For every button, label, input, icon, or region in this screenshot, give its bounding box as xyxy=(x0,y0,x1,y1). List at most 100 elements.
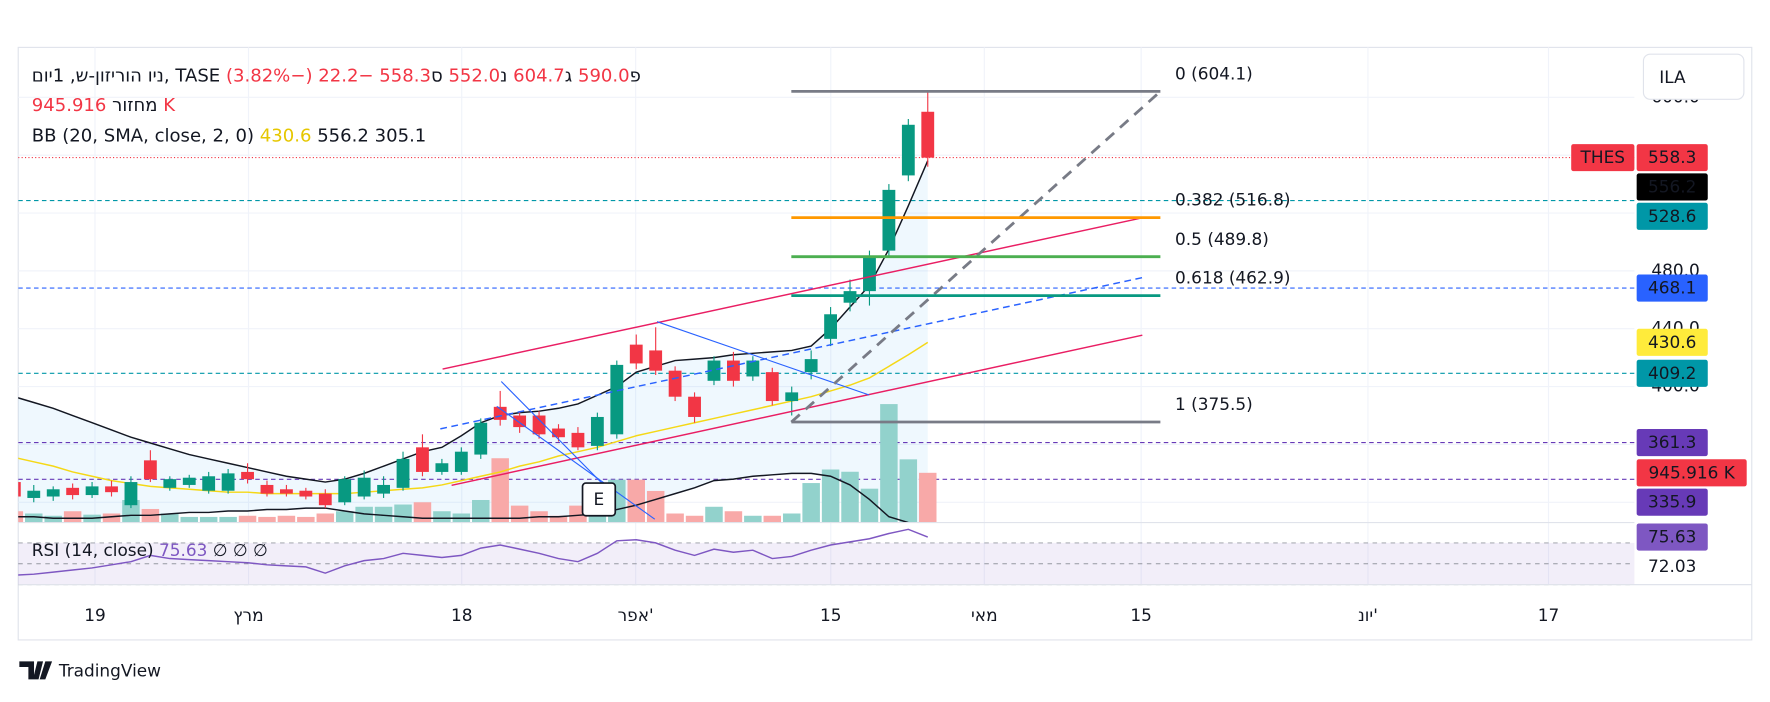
volume-bar xyxy=(63,511,82,523)
ohlc-value: 558.3 xyxy=(379,66,431,87)
channel-line xyxy=(451,334,1143,487)
candle-body xyxy=(435,463,449,472)
fib-label: 0.618 (462.9) xyxy=(1175,268,1290,288)
candle-body xyxy=(221,473,235,491)
earnings-marker[interactable]: E xyxy=(581,482,617,517)
bb-upper xyxy=(18,160,929,483)
x-tick-label: 18 xyxy=(451,605,473,625)
marker-text[interactable]: E xyxy=(594,489,605,509)
x-tick-label: 17 xyxy=(1538,605,1560,625)
volume-bar xyxy=(491,458,509,523)
volume-bar xyxy=(880,404,898,523)
volume-label: מחזור xyxy=(112,95,157,116)
candle-body xyxy=(552,428,565,438)
volume-bar xyxy=(199,516,218,523)
volume-bar xyxy=(413,502,432,523)
currency-button[interactable]: ILA xyxy=(1642,53,1745,100)
price-badge xyxy=(1636,328,1708,356)
price-badge xyxy=(1636,274,1708,302)
price-badge xyxy=(1636,202,1708,230)
volume-bar xyxy=(102,513,121,523)
bb-value: 556.2 xyxy=(317,126,369,147)
volume-bar xyxy=(685,515,704,523)
candle-body xyxy=(299,490,313,497)
legend-part: ∅ xyxy=(213,540,228,560)
candle-body xyxy=(921,111,935,158)
volume-bar xyxy=(238,515,257,523)
symbol-badge-label: THES xyxy=(1580,147,1625,167)
price-badge xyxy=(1636,459,1747,487)
bb-lower xyxy=(18,472,920,523)
candle-body xyxy=(338,479,352,503)
ohlc-prefix: ס xyxy=(431,66,443,87)
ohlc-prefix: נ xyxy=(500,66,507,87)
candle-body xyxy=(474,422,488,455)
volume-bar xyxy=(763,515,782,523)
candle-body xyxy=(357,477,371,497)
volume-bar xyxy=(782,513,801,523)
legend-volume: מחזור 945.916 K xyxy=(32,95,177,116)
x-tick-label: אפר' xyxy=(618,605,654,625)
legend-ohlc: ניו הוריזון-ש, 1יום, TASE פ590.0 ג604.7 … xyxy=(32,66,641,87)
x-tick-label: 15 xyxy=(1130,605,1152,625)
chart-frame xyxy=(17,46,1753,641)
volume-bar xyxy=(122,499,140,523)
button-label[interactable]: ILA xyxy=(1659,67,1686,87)
candle-body xyxy=(27,490,41,498)
trend-line xyxy=(496,405,656,520)
price-badge-label: 72.03 xyxy=(1648,556,1696,576)
candle-body xyxy=(396,458,410,488)
candle-body xyxy=(318,493,332,506)
ohlc-prefix: פ xyxy=(630,66,641,87)
volume-bar xyxy=(666,513,684,523)
candle-body xyxy=(202,476,216,491)
price-badge xyxy=(1636,359,1708,387)
candle-body xyxy=(143,460,157,480)
volume-bar xyxy=(355,506,373,523)
ohlc-value: 604.7 xyxy=(513,66,565,87)
candle-body xyxy=(124,482,138,506)
rsi-legend: RSI (14, close) 75.63 ∅ ∅ ∅ xyxy=(32,540,268,560)
price-badges: 558.3 THES 556.2 528.6 468.1 430.6 409.2 361.3 9… xyxy=(1571,144,1747,576)
bb-label: BB (20, SMA, close, 2, 0) xyxy=(32,126,254,147)
ohlc-value: 552.0 xyxy=(448,66,500,87)
fib-trend xyxy=(790,90,1162,424)
candle-body xyxy=(532,415,546,435)
candle-body xyxy=(66,487,80,496)
candle-body xyxy=(163,479,177,488)
rsi-clip xyxy=(18,528,929,576)
volume-bar xyxy=(841,471,859,523)
ohlc-value: 590.0 xyxy=(578,66,630,87)
price-badge-label: 945.916 K xyxy=(1648,462,1735,482)
price-badge-label: 558.3 xyxy=(1648,147,1696,167)
symbol: ניו הוריזון-ש, 1יום, TASE xyxy=(32,66,220,87)
candle-body xyxy=(590,416,604,446)
rsi-pane: RSI (14, close) 75.63 ∅ ∅ ∅ xyxy=(18,528,1635,586)
candle-body xyxy=(571,432,585,448)
candle-body xyxy=(105,486,118,493)
candle-body xyxy=(746,360,760,377)
candle-body xyxy=(513,415,527,428)
candle-body xyxy=(649,350,663,371)
candle-body xyxy=(416,447,429,472)
fib-label: 1 (375.5) xyxy=(1175,394,1253,414)
price-badge-label: 528.6 xyxy=(1648,206,1696,226)
candle-body xyxy=(280,489,293,494)
candle-body xyxy=(18,482,21,497)
brand-name: TradingView xyxy=(58,661,161,681)
x-tick-label: מרץ xyxy=(233,605,263,625)
marker-box[interactable] xyxy=(581,482,617,517)
volume-bar xyxy=(25,513,43,523)
brand-logo xyxy=(19,661,53,680)
brand: TradingView xyxy=(19,661,161,681)
button-box[interactable] xyxy=(1642,53,1745,100)
price-badge xyxy=(1636,523,1708,551)
volume-bar xyxy=(919,472,937,523)
channel-mid xyxy=(440,276,1143,430)
candle-body xyxy=(882,189,896,251)
volume-bar xyxy=(44,515,62,523)
candle-body xyxy=(824,314,838,339)
volume-bar xyxy=(549,515,568,523)
x-tick-label: יונ' xyxy=(1358,605,1378,625)
legend-bb: BB (20, SMA, close, 2, 0) 430.6 556.2 30… xyxy=(32,126,427,147)
